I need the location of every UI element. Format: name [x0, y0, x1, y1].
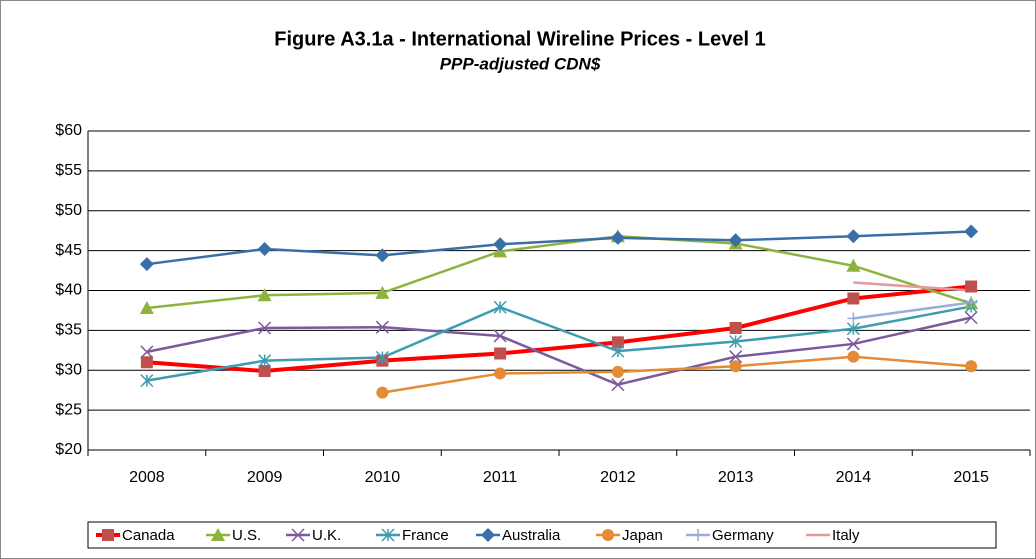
x-tick-label: 2015 [953, 469, 989, 486]
marker [965, 280, 978, 293]
series-line [146, 230, 972, 266]
y-tick-label: $35 [55, 322, 82, 339]
marker [481, 528, 495, 542]
x-tick-label: 2013 [718, 469, 754, 486]
marker [728, 233, 743, 248]
y-tick-label: $30 [55, 361, 82, 378]
x-tick-label: 2010 [365, 469, 401, 486]
marker [375, 320, 389, 334]
marker [381, 528, 395, 542]
marker [139, 257, 154, 272]
marker [729, 360, 742, 373]
marker [211, 528, 225, 541]
marker [291, 528, 305, 542]
marker [729, 335, 743, 349]
marker [611, 344, 625, 358]
marker [847, 292, 860, 305]
y-tick-label: $25 [55, 401, 82, 418]
marker [139, 301, 154, 315]
marker [375, 285, 390, 299]
marker [847, 350, 860, 363]
marker [376, 386, 389, 399]
legend-label: U.S. [232, 527, 261, 544]
series-line [146, 305, 972, 382]
marker [846, 229, 861, 244]
chart-title: Figure A3.1a - International Wireline Pr… [274, 28, 765, 50]
marker [965, 296, 978, 309]
marker [257, 288, 272, 302]
y-tick-label: $50 [55, 202, 82, 219]
marker [258, 321, 272, 335]
marker [964, 311, 978, 325]
marker [258, 365, 271, 378]
series-line [382, 355, 972, 394]
marker [611, 336, 624, 349]
y-tick-label: $40 [55, 282, 82, 299]
marker [965, 360, 978, 373]
x-tick-label: 2011 [483, 469, 518, 486]
x-tick-label: 2014 [836, 469, 872, 486]
legend-label: France [402, 527, 449, 544]
x-tick-label: 2008 [129, 469, 165, 486]
marker [846, 258, 861, 272]
marker [846, 322, 860, 336]
marker [494, 367, 507, 380]
marker [493, 300, 507, 314]
marker [140, 345, 154, 359]
y-tick-label: $60 [55, 122, 82, 139]
marker [611, 365, 624, 378]
series-line [853, 301, 972, 320]
legend-label: Australia [502, 527, 561, 544]
x-tick-label: 2009 [247, 469, 283, 486]
legend-box [87, 521, 997, 549]
legend-label: Germany [712, 527, 774, 544]
chart-subtitle: PPP-adjusted CDN$ [440, 54, 601, 73]
marker [102, 529, 114, 541]
marker [258, 354, 272, 368]
legend-label: Japan [622, 527, 663, 544]
marker [847, 312, 860, 325]
marker [611, 378, 625, 392]
marker [729, 321, 742, 334]
legend-label: Italy [832, 527, 860, 544]
y-tick-label: $20 [55, 441, 82, 458]
marker [964, 224, 979, 239]
legend-label: Canada [122, 527, 175, 544]
x-tick-label: 2012 [600, 469, 636, 486]
marker [602, 529, 614, 541]
y-tick-label: $45 [55, 242, 82, 259]
series-line [853, 281, 972, 292]
y-tick-label: $55 [55, 162, 82, 179]
marker [692, 529, 704, 541]
marker [375, 248, 390, 263]
legend-label: U.K. [312, 527, 341, 544]
marker [610, 230, 625, 245]
marker [494, 347, 507, 360]
marker [375, 350, 389, 365]
marker [493, 329, 507, 343]
marker [140, 356, 153, 369]
series-line [146, 316, 972, 386]
marker [257, 242, 272, 257]
marker [729, 350, 743, 364]
marker [493, 237, 508, 252]
marker [140, 374, 154, 388]
marker [846, 337, 860, 351]
series-line [146, 235, 972, 310]
series-line [146, 284, 972, 374]
